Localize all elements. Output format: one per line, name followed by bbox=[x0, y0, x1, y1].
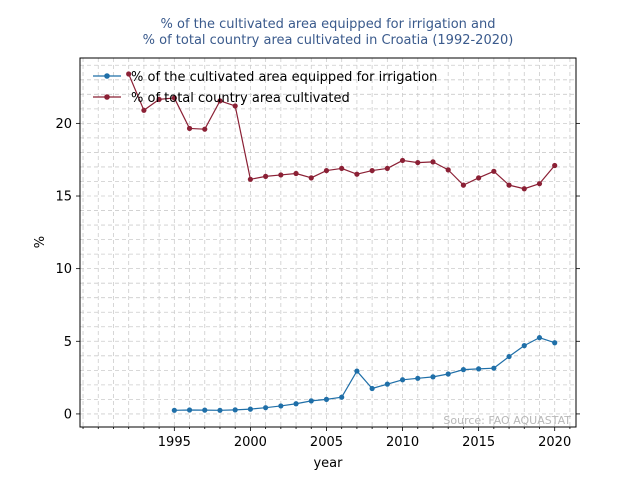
source-note: Source: FAO AQUASTAT bbox=[443, 414, 571, 427]
data-point-series-0 bbox=[552, 340, 558, 346]
x-tick-label: 2010 bbox=[386, 435, 419, 450]
data-point-series-0 bbox=[339, 394, 345, 400]
data-point-series-1 bbox=[171, 95, 177, 101]
data-point-series-1 bbox=[126, 71, 132, 77]
data-point-series-0 bbox=[415, 375, 421, 381]
y-tick-label: 0 bbox=[64, 407, 72, 422]
data-point-series-0 bbox=[171, 407, 177, 413]
data-point-series-1 bbox=[293, 170, 299, 177]
data-point-series-1 bbox=[278, 172, 284, 178]
data-point-series-0 bbox=[293, 401, 299, 407]
data-point-series-0 bbox=[232, 407, 238, 413]
x-tick-label: 2000 bbox=[234, 435, 267, 450]
series-lines bbox=[126, 71, 558, 413]
data-point-series-0 bbox=[354, 368, 360, 374]
data-point-series-0 bbox=[217, 407, 223, 413]
data-point-series-1 bbox=[308, 175, 314, 181]
data-point-series-0 bbox=[476, 366, 482, 372]
grid bbox=[80, 58, 576, 427]
data-point-series-1 bbox=[263, 173, 269, 179]
x-tick-label: 2005 bbox=[310, 435, 343, 450]
data-point-series-1 bbox=[384, 165, 390, 172]
x-tick-label: 2020 bbox=[538, 435, 571, 450]
data-point-series-1 bbox=[521, 186, 527, 192]
data-point-series-0 bbox=[430, 374, 436, 380]
y-tick-label: 5 bbox=[64, 335, 72, 350]
data-point-series-1 bbox=[460, 182, 467, 188]
data-point-series-0 bbox=[186, 407, 193, 413]
data-point-series-0 bbox=[399, 377, 406, 383]
y-tick-label: 15 bbox=[55, 190, 72, 205]
x-axis-label: year bbox=[313, 456, 343, 471]
legend: % of the cultivated area equipped for ir… bbox=[93, 70, 437, 106]
legend-label-irrigation: % of the cultivated area equipped for ir… bbox=[131, 70, 437, 85]
data-point-series-1 bbox=[156, 96, 162, 103]
data-point-series-0 bbox=[308, 398, 314, 404]
data-point-series-1 bbox=[369, 167, 375, 174]
data-point-series-0 bbox=[445, 371, 451, 377]
axis-ticks: 1995 2000 2005 2010 2015 2020 0 5 10 15 20 bbox=[55, 117, 580, 450]
data-point-series-1 bbox=[552, 162, 558, 169]
data-point-series-1 bbox=[202, 126, 208, 132]
data-point-series-1 bbox=[399, 157, 406, 164]
legend-marker-cultivated bbox=[104, 94, 110, 100]
data-point-series-1 bbox=[476, 175, 482, 181]
data-point-series-1 bbox=[354, 171, 360, 177]
chart-title-line-2: % of total country area cultivated in Cr… bbox=[143, 33, 514, 48]
data-point-series-1 bbox=[415, 159, 421, 166]
data-point-series-1 bbox=[506, 182, 512, 188]
data-point-series-1 bbox=[445, 167, 451, 173]
data-point-series-1 bbox=[323, 167, 330, 174]
data-point-series-0 bbox=[460, 367, 467, 373]
data-point-series-0 bbox=[491, 365, 497, 371]
data-point-series-0 bbox=[278, 403, 284, 409]
data-point-series-0 bbox=[263, 405, 269, 411]
data-point-series-1 bbox=[232, 103, 238, 109]
y-tick-label: 20 bbox=[55, 117, 72, 132]
data-point-series-1 bbox=[186, 125, 193, 132]
data-point-series-0 bbox=[247, 406, 254, 412]
legend-marker-irrigation bbox=[104, 73, 110, 79]
data-point-series-1 bbox=[141, 107, 147, 113]
plot-frame bbox=[79, 57, 577, 428]
data-point-series-0 bbox=[521, 343, 527, 349]
data-point-series-0 bbox=[202, 407, 208, 413]
data-point-series-1 bbox=[430, 159, 436, 165]
legend-label-cultivated: % of total country area cultivated bbox=[131, 91, 350, 106]
data-point-series-0 bbox=[384, 381, 390, 387]
data-point-series-1 bbox=[339, 165, 345, 172]
x-tick-label: 2015 bbox=[462, 435, 495, 450]
chart-title-line-1: % of the cultivated area equipped for ir… bbox=[161, 17, 496, 32]
data-point-series-0 bbox=[323, 396, 330, 402]
data-point-series-0 bbox=[506, 353, 512, 360]
y-tick-label: 10 bbox=[55, 262, 72, 277]
data-point-series-0 bbox=[536, 335, 543, 341]
data-point-series-1 bbox=[247, 176, 254, 182]
data-point-series-1 bbox=[536, 181, 543, 187]
data-point-series-0 bbox=[369, 385, 375, 392]
y-axis-label: % bbox=[33, 236, 48, 248]
data-point-series-1 bbox=[217, 98, 223, 104]
x-tick-label: 1995 bbox=[158, 435, 191, 450]
data-point-series-1 bbox=[491, 168, 497, 174]
